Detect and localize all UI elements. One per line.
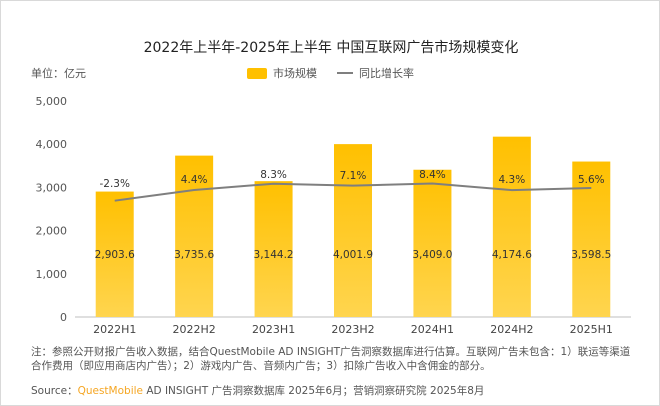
bar-value-label: 3,598.5: [571, 249, 611, 261]
chart-title: 2022年上半年-2025年上半年 中国互联网广告市场规模变化: [143, 40, 519, 56]
x-tick-label: 2022H2: [173, 323, 216, 336]
legend: 市场规模 同比增长率: [247, 65, 414, 81]
bar: [413, 169, 452, 317]
y-tick-label: 2,000: [36, 225, 68, 238]
y-tick-label: 5,000: [36, 95, 68, 108]
x-tick-label: 2023H2: [331, 323, 374, 336]
rate-label: 5.6%: [578, 174, 605, 186]
bar: [334, 144, 372, 317]
legend-line-label: 同比增长率: [359, 67, 414, 80]
footnote: 注：参照公开财报广告收入数据，结合QuestMobile AD INSIGHT广…: [31, 346, 631, 372]
legend-bar-label: 市场规模: [273, 67, 317, 80]
y-tick-label: 1,000: [36, 268, 68, 281]
source-rest: AD INSIGHT 广告洞察数据库 2025年6月；营销洞察研究院 2025年…: [143, 385, 485, 397]
bar-value-label: 4,174.6: [492, 249, 532, 261]
rate-label: 8.4%: [419, 169, 446, 181]
growth-line: [114, 182, 592, 202]
bar: [492, 136, 531, 317]
x-tick-label: 2024H1: [411, 323, 454, 336]
legend-swatch-bar: [247, 67, 267, 79]
x-tick-label: 2025H1: [570, 323, 613, 336]
bar-value-label: 3,409.0: [412, 249, 452, 261]
y-tick-label: 4,000: [36, 138, 68, 151]
source-brand: QuestMobile: [77, 385, 143, 397]
x-tick-label: 2022H1: [93, 323, 136, 336]
bar: [254, 181, 293, 317]
y-tick-label: 3,000: [36, 181, 68, 194]
bar-value-label: 4,001.9: [333, 249, 373, 261]
unit-label: 单位：亿元: [31, 67, 86, 80]
source-line: Source：QuestMobile AD INSIGHT 广告洞察数据库 20…: [31, 383, 484, 398]
rate-label: 4.3%: [499, 174, 526, 186]
rate-label: 8.3%: [260, 169, 287, 181]
rate-label: 4.4%: [181, 174, 208, 186]
x-tick-label: 2023H1: [252, 323, 295, 336]
x-tick-label: 2024H2: [490, 323, 533, 336]
rate-label: -2.3%: [99, 178, 129, 190]
y-tick-label: 0: [60, 311, 67, 324]
source-label: Source：: [31, 385, 78, 397]
legend-swatch-line: [337, 72, 353, 74]
bar-value-label: 2,903.6: [95, 249, 135, 261]
bar-value-label: 3,735.6: [174, 249, 214, 261]
rate-label: 7.1%: [340, 170, 367, 182]
bar: [175, 155, 214, 317]
bar-value-label: 3,144.2: [254, 249, 294, 261]
bar: [95, 191, 134, 317]
